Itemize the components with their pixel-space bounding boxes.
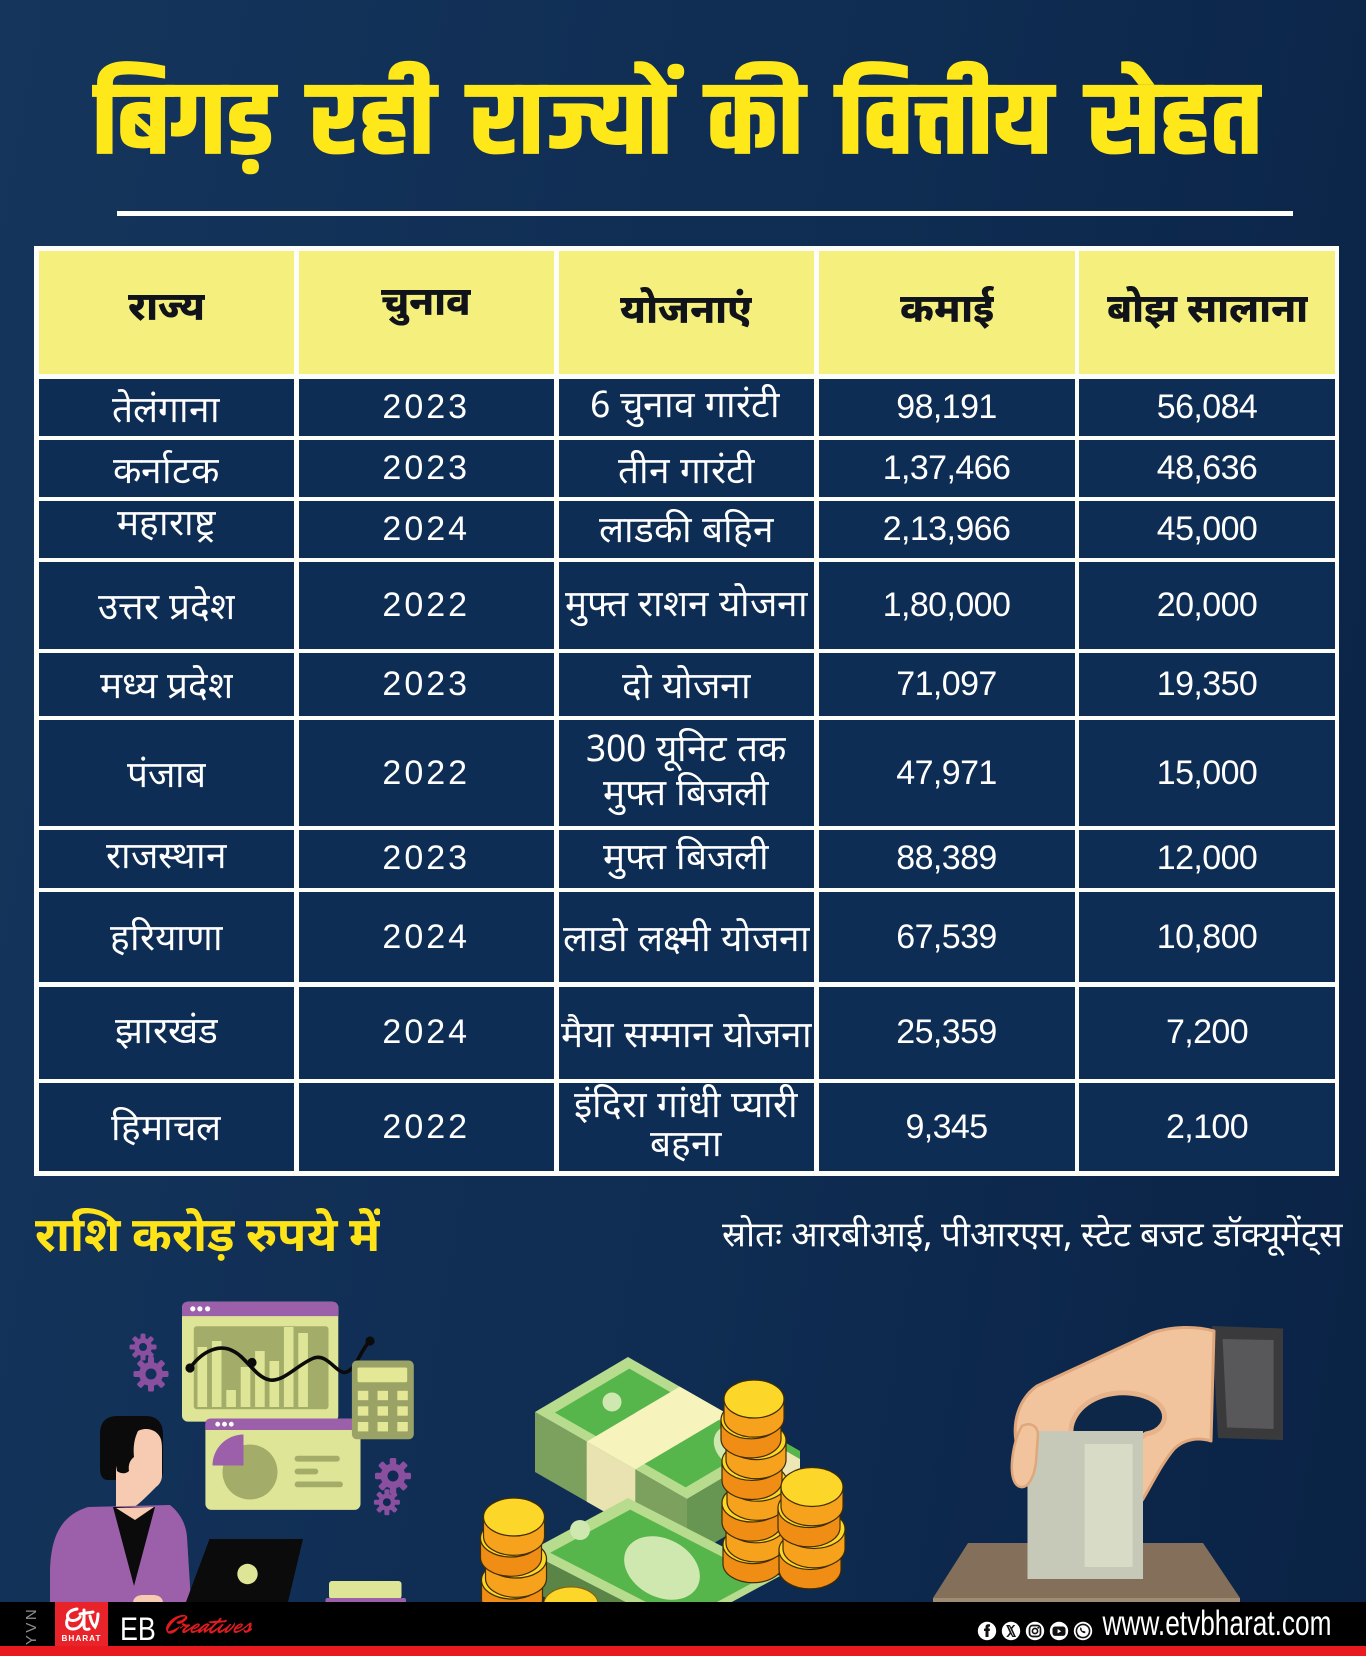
svg-text:BHARAT: BHARAT [62, 1634, 102, 1643]
